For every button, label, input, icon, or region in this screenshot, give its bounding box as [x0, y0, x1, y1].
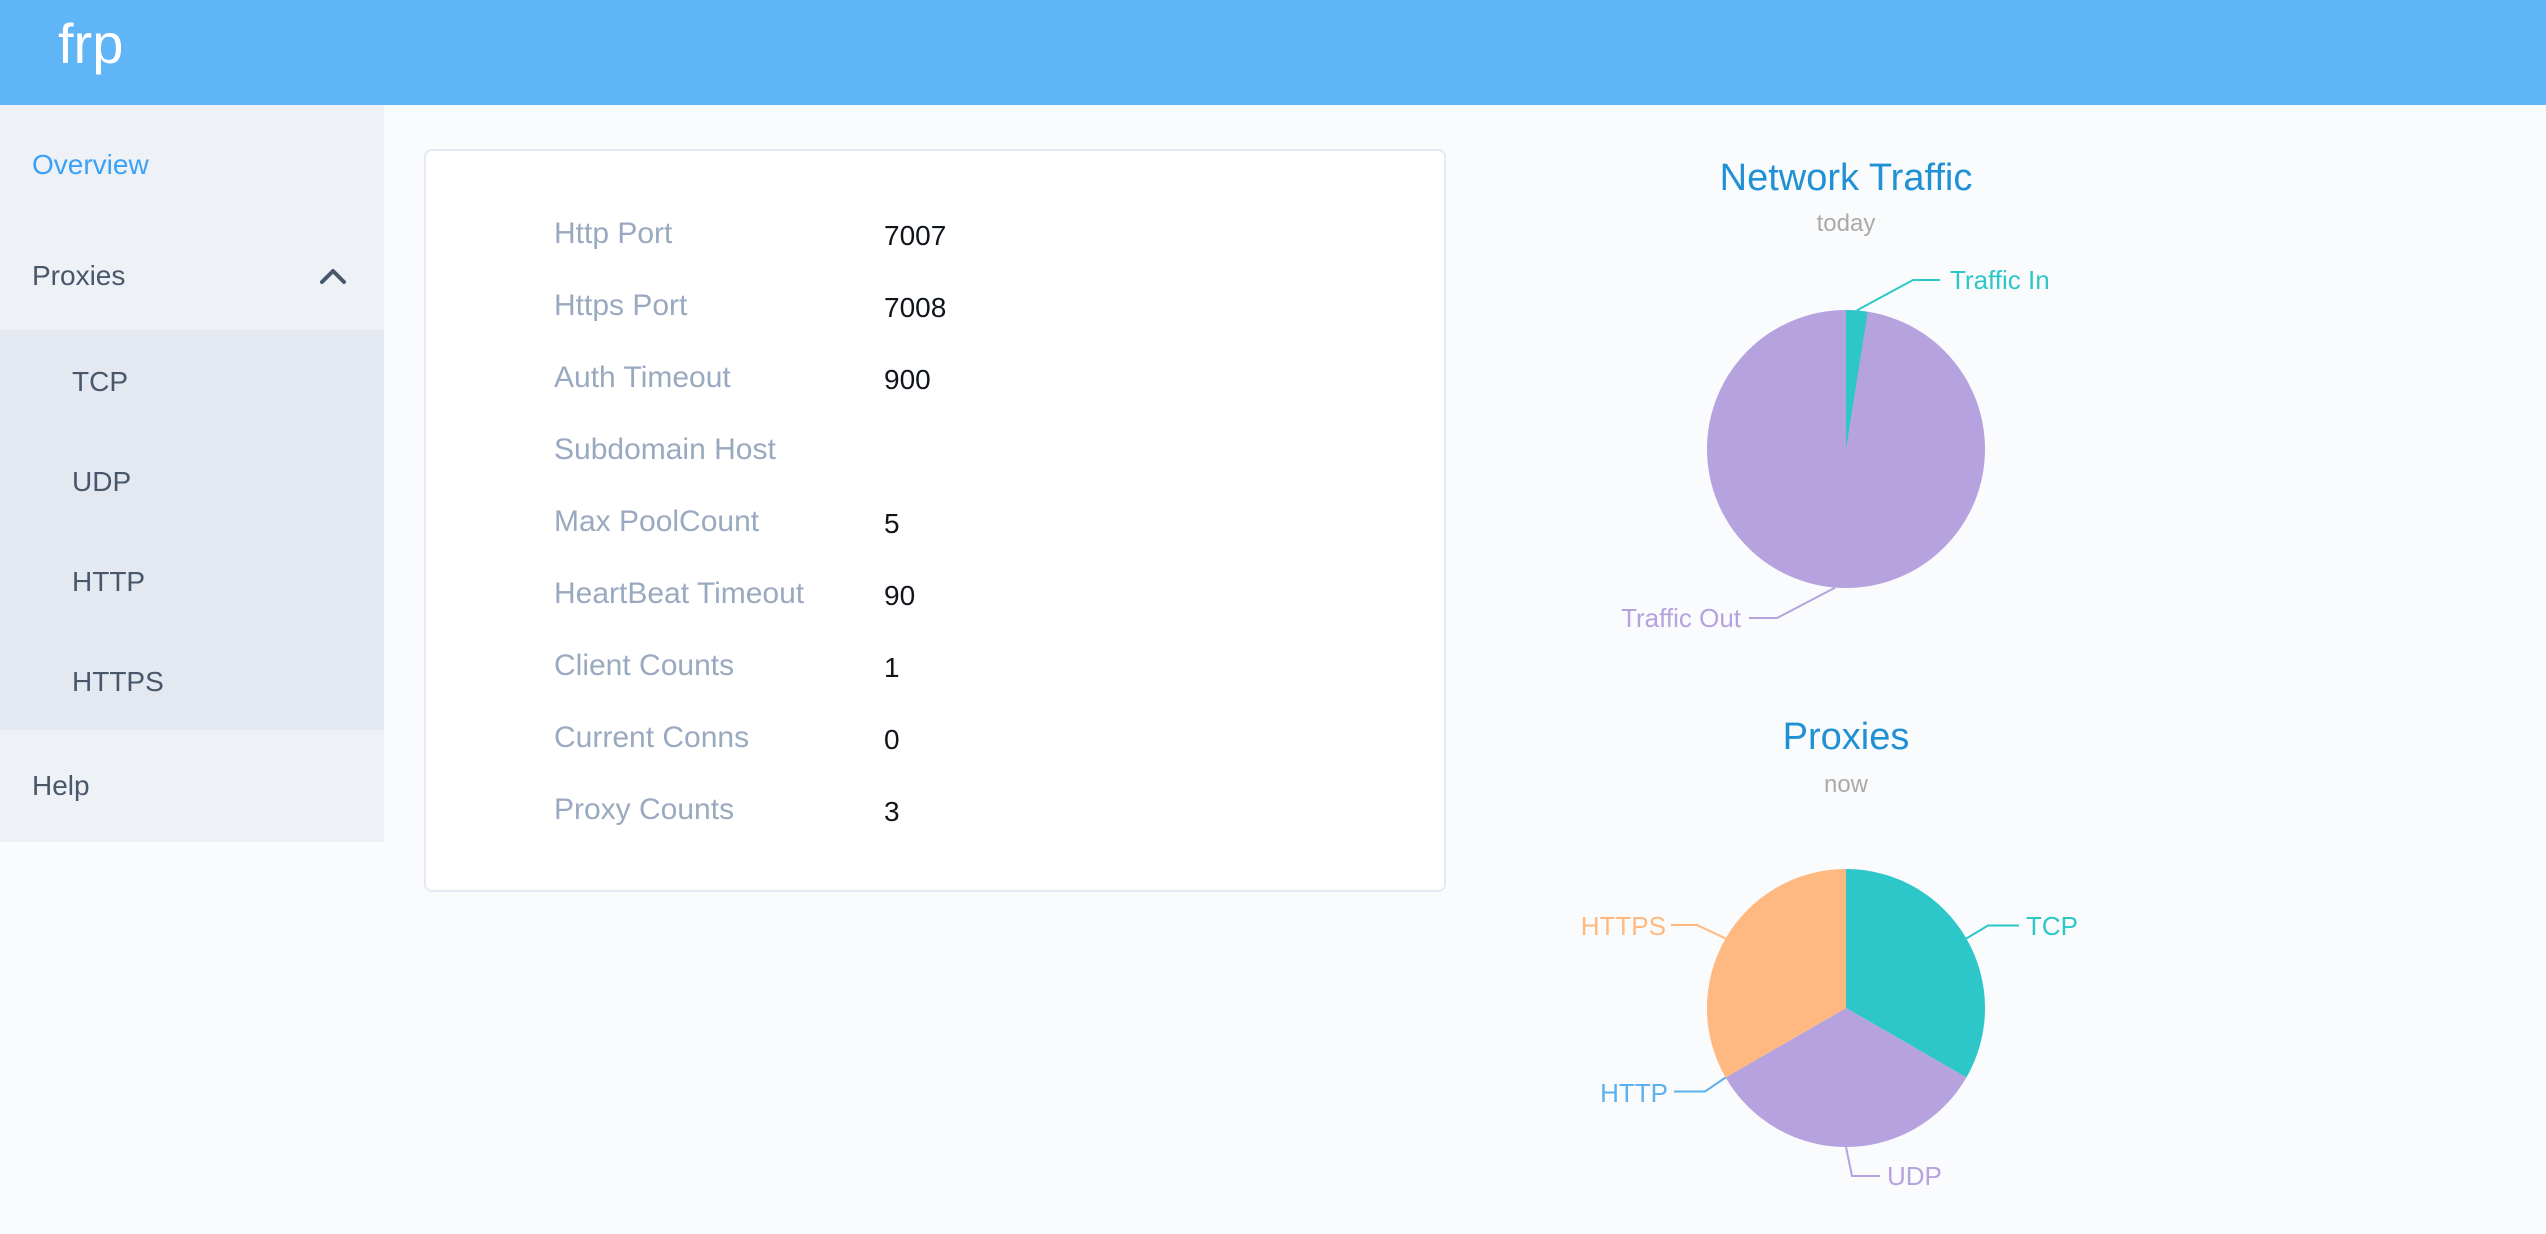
- svg-text:Traffic Out: Traffic Out: [1621, 603, 1742, 633]
- svg-text:UDP: UDP: [1887, 1161, 1942, 1191]
- svg-text:today: today: [1817, 210, 1876, 237]
- svg-text:HTTPS: HTTPS: [1581, 911, 1666, 941]
- svg-text:Network Traffic: Network Traffic: [1720, 157, 1973, 199]
- svg-text:HTTP: HTTP: [1600, 1078, 1668, 1108]
- svg-text:Proxies: Proxies: [1783, 716, 1910, 758]
- svg-text:Traffic In: Traffic In: [1950, 265, 2050, 295]
- svg-text:TCP: TCP: [2026, 911, 2078, 941]
- svg-text:now: now: [1824, 771, 1869, 798]
